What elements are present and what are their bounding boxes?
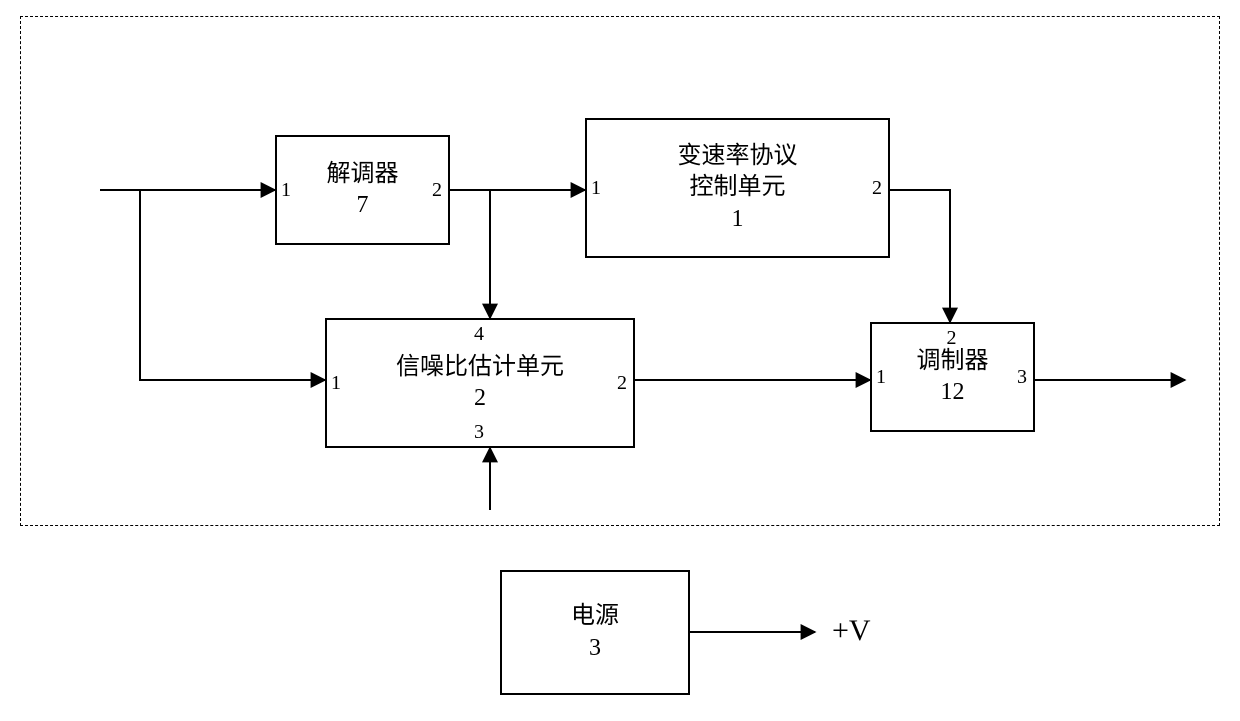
demodulator-label: 解调器 bbox=[327, 159, 399, 190]
voltage-label: +V bbox=[832, 614, 871, 648]
controller-label-1: 变速率协议 bbox=[678, 141, 798, 172]
port-label: 4 bbox=[474, 324, 484, 344]
port-label: 1 bbox=[281, 180, 291, 200]
port-label: 2 bbox=[947, 328, 957, 348]
port-label: 2 bbox=[872, 178, 882, 198]
port-label: 3 bbox=[474, 422, 484, 442]
power-label: 电源 bbox=[571, 601, 619, 632]
modulator-number: 12 bbox=[941, 377, 965, 408]
port-label: 1 bbox=[331, 373, 341, 393]
demodulator-block: 解调器 7 bbox=[275, 135, 450, 245]
snr-label: 信噪比估计单元 bbox=[396, 352, 564, 383]
dashed-boundary bbox=[20, 16, 1220, 526]
power-block: 电源 3 bbox=[500, 570, 690, 695]
demodulator-number: 7 bbox=[357, 190, 369, 221]
power-number: 3 bbox=[589, 633, 601, 664]
port-label: 2 bbox=[432, 180, 442, 200]
controller-label-2: 控制单元 bbox=[690, 172, 786, 203]
port-label: 1 bbox=[876, 367, 886, 387]
port-label: 1 bbox=[591, 178, 601, 198]
snr-number: 2 bbox=[474, 383, 486, 414]
controller-block: 变速率协议 控制单元 1 bbox=[585, 118, 890, 258]
port-label: 3 bbox=[1017, 367, 1027, 387]
controller-number: 1 bbox=[732, 204, 744, 235]
modulator-label: 调制器 bbox=[917, 346, 989, 377]
port-label: 2 bbox=[617, 373, 627, 393]
